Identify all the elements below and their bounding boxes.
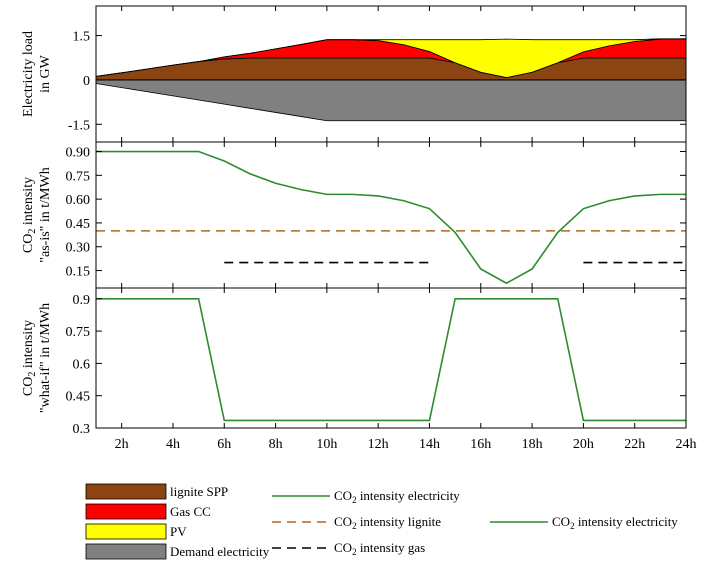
area-lignite-spp	[95, 57, 687, 81]
line-co2-electricity-what-if	[96, 297, 686, 422]
xtick-label: 22h	[624, 437, 645, 452]
panel-what-if-frame	[95, 287, 687, 429]
charts: 1.5 0 -1.5 Electricity load in GW 0.90 0.75 0.6…	[21, 5, 697, 452]
panel-as-is-ytick-label: 0.75	[66, 169, 91, 184]
panel-as-is-frame	[95, 141, 687, 289]
legend: lignite SPP Gas CC PV Demand electricity CO2…	[85, 483, 678, 560]
xtick-label: 8h	[269, 437, 283, 452]
legend-patch	[85, 483, 167, 500]
legend-line-label: CO2 intensity lignite	[334, 514, 441, 531]
legend-label: PV	[170, 524, 187, 539]
xtick-label: 6h	[217, 437, 231, 452]
panel-what-if-ytick-label: 0.45	[66, 390, 91, 405]
panel-load-ytick-label: 1.5	[73, 30, 91, 45]
panel-what-if-ytick-label: 0.3	[73, 422, 91, 437]
legend-label: Gas CC	[170, 504, 211, 519]
xtick-label: 4h	[166, 437, 180, 452]
panel-what-if-ytick-label: 0.6	[73, 357, 91, 372]
panel-as-is-ytick-label: 0.60	[66, 193, 91, 208]
panel-as-is-ytick-label: 0.30	[66, 241, 91, 256]
panel-load-ytick-label: -1.5	[68, 118, 90, 133]
xtick-label: 18h	[522, 437, 543, 452]
ylabel-what-if: CO2 intensity "what-if" in t/MWh	[21, 303, 53, 413]
xtick-label: 14h	[419, 437, 440, 452]
panel-what-if-ytick-label: 0.9	[73, 293, 91, 308]
legend-label: lignite SPP	[170, 484, 228, 499]
panel-what-if-ytick-label: 0.75	[66, 325, 91, 340]
xtick-label: 24h	[676, 437, 697, 452]
xtick-label: 12h	[368, 437, 389, 452]
xtick-label: 16h	[470, 437, 491, 452]
ylabel-load: Electricity load in GW	[21, 31, 53, 117]
panel-as-is-ytick-label: 0.15	[66, 265, 91, 280]
legend-line-right-label: CO2 intensity electricity	[552, 514, 678, 531]
legend-label: Demand electricity	[170, 544, 270, 559]
legend-line-label: CO2 intensity electricity	[334, 488, 460, 505]
legend-line-label: CO2 intensity gas	[334, 540, 425, 557]
ylabel-as-is: CO2 intensity "as-is" in t/MWh	[21, 167, 53, 262]
xtick-label: 2h	[115, 437, 129, 452]
panel-as-is-ytick-label: 0.45	[66, 217, 91, 232]
line-co2-electricity-as-is	[96, 150, 686, 285]
legend-patch	[85, 503, 167, 520]
panel-load-ytick-label: 0	[83, 74, 90, 89]
panel-as-is-ytick-label: 0.90	[66, 146, 91, 161]
legend-patch	[85, 543, 167, 560]
xtick-label: 10h	[316, 437, 337, 452]
area-demand-electricity	[95, 79, 687, 122]
legend-patch	[85, 523, 167, 540]
xtick-label: 20h	[573, 437, 594, 452]
